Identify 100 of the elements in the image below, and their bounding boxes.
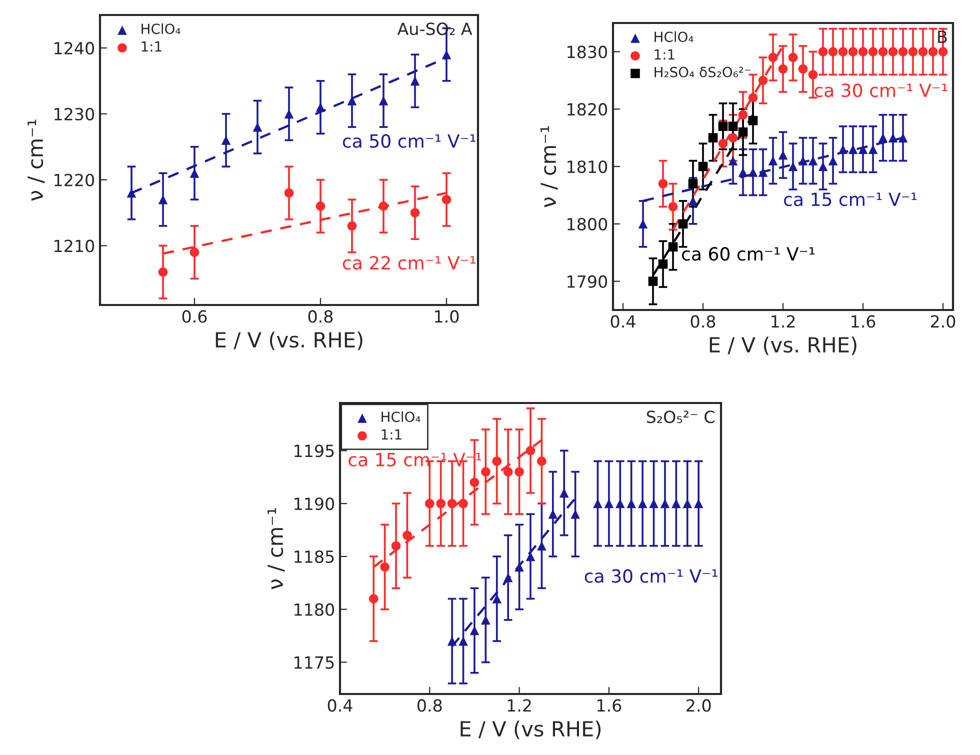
point (858, 47, 868, 56)
point (888, 47, 898, 56)
point (638, 219, 648, 229)
point (898, 133, 908, 142)
point (492, 456, 502, 466)
point (378, 96, 388, 106)
x-tick-label: 1.0 (435, 310, 459, 323)
x-axis-title: E / V (vs. RHE) (216, 332, 362, 350)
point (688, 179, 698, 188)
point (410, 208, 420, 218)
point (626, 498, 636, 508)
point (918, 47, 928, 56)
x-tick-label: 0.6 (182, 310, 207, 323)
point (458, 498, 468, 508)
y-tick-label: 1810 (568, 160, 608, 174)
point (788, 52, 798, 62)
point (380, 562, 390, 572)
point (828, 47, 838, 56)
annotation: Au-SO₂ A (397, 22, 472, 36)
point (672, 498, 681, 508)
point (868, 47, 878, 56)
point (615, 498, 625, 508)
point (908, 47, 918, 56)
point (221, 136, 231, 145)
point (526, 446, 536, 456)
legend-label: 1:1 (654, 49, 674, 60)
point (284, 109, 294, 119)
point (442, 50, 452, 60)
point (718, 122, 728, 131)
point (368, 594, 378, 604)
point (492, 594, 502, 604)
point (938, 47, 948, 56)
legend-label: HClO₄ (654, 31, 694, 42)
x-tick-label: 0.8 (690, 315, 716, 328)
legend-label: HClO₄ (142, 23, 180, 34)
x-tick-label: 0.8 (308, 310, 333, 323)
annotation: ca 30 cm⁻¹ V⁻¹ (584, 569, 718, 583)
point (788, 162, 798, 172)
point (424, 498, 434, 508)
point (503, 572, 513, 582)
point (808, 70, 818, 80)
y-tick-label: 1210 (54, 240, 94, 252)
y-tick-label: 1220 (54, 174, 94, 186)
point (798, 64, 808, 74)
x-tick-label: 1.6 (598, 699, 622, 712)
point (668, 202, 678, 212)
point (190, 168, 200, 178)
point (526, 552, 536, 562)
point (848, 47, 858, 56)
point (158, 267, 168, 277)
point (728, 156, 738, 166)
point (758, 76, 768, 86)
x-tick-label: 1.6 (852, 315, 876, 328)
point (798, 156, 808, 166)
y-tick-label: 1830 (568, 46, 608, 58)
point (658, 259, 668, 269)
point (748, 168, 758, 177)
point (447, 498, 457, 508)
point (347, 96, 357, 106)
point (537, 456, 546, 466)
x-tick-label: 2.0 (686, 699, 711, 712)
annotation: ca 30 cm⁻¹ V⁻¹ (814, 83, 948, 98)
point (593, 498, 602, 508)
x-tick-label: 1.2 (772, 315, 795, 328)
point (126, 188, 136, 198)
point (604, 498, 614, 508)
point (668, 242, 678, 252)
point (284, 188, 294, 198)
point (928, 47, 938, 56)
point (548, 509, 558, 519)
y-tick-label: 1240 (54, 42, 94, 55)
legend-label: 1:1 (382, 429, 402, 440)
y-tick-label: 1175 (294, 656, 334, 669)
point (402, 530, 412, 540)
y-tick-label: 1180 (294, 603, 334, 616)
point (378, 201, 388, 211)
point (470, 478, 480, 488)
point (708, 133, 718, 142)
point (442, 194, 452, 204)
point (698, 162, 708, 172)
y-axis-title: ν / cm⁻¹ (268, 508, 285, 590)
point (778, 64, 788, 74)
point (694, 498, 704, 508)
x-tick-label: 0.8 (417, 699, 442, 712)
legend-label: HClO₄ (382, 411, 420, 422)
point (158, 194, 168, 204)
point (658, 179, 668, 188)
point (778, 150, 788, 160)
point (768, 156, 778, 166)
point (682, 498, 692, 508)
point (758, 168, 768, 177)
point (537, 541, 546, 551)
legend-label: H₂SO₄ δS₂O₆²⁻ (654, 66, 750, 78)
point (347, 221, 357, 231)
point (660, 498, 670, 508)
point (768, 52, 778, 62)
y-axis-title: ν / cm⁻¹ (28, 120, 45, 201)
point (252, 122, 262, 132)
point (878, 133, 888, 142)
point (503, 467, 513, 476)
